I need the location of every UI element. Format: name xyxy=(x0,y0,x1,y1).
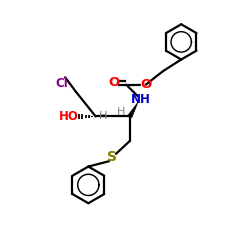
Text: Cl: Cl xyxy=(55,77,68,90)
Text: O: O xyxy=(108,76,120,90)
Text: H: H xyxy=(117,107,126,117)
Text: S: S xyxy=(106,150,117,164)
Text: NH: NH xyxy=(131,93,151,106)
Text: HO: HO xyxy=(59,110,79,123)
Text: H: H xyxy=(99,112,107,122)
Polygon shape xyxy=(128,102,138,118)
Text: O: O xyxy=(140,78,151,91)
